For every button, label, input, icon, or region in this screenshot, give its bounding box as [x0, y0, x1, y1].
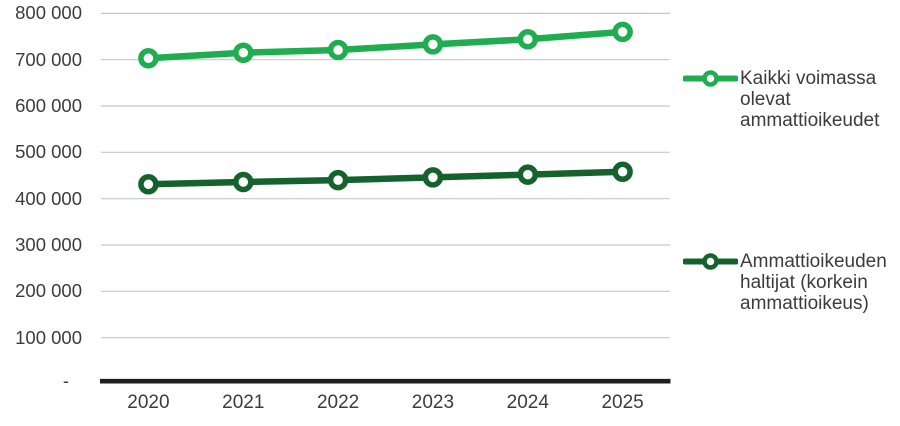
data-point: [517, 29, 539, 50]
legend-item-kaikki-voimassa: Kaikki voimassa olevat ammattioikeudet: [683, 68, 898, 131]
data-point: [327, 39, 349, 61]
x-tick-label: 2021: [222, 392, 265, 413]
data-point: [233, 171, 254, 193]
y-tick-label: 800 000: [15, 2, 82, 24]
data-point: [138, 48, 159, 69]
data-point: [233, 42, 254, 63]
series-line: [145, 168, 626, 188]
y-tick-label: -: [62, 370, 69, 391]
data-point: [138, 174, 159, 195]
y-tick-label: 200 000: [15, 280, 82, 302]
series-line: [145, 28, 626, 62]
legend-point: [702, 70, 719, 87]
line-marker-icon: [683, 253, 738, 270]
legend-point: [702, 253, 719, 270]
data-point: [327, 169, 349, 191]
x-tick-label: 2024: [506, 392, 549, 413]
y-tick-label: 500 000: [15, 141, 82, 163]
legend-item-ammattioikeuden-haltijat: Ammattioikeuden haltijat (korkein ammatt…: [683, 251, 898, 314]
x-tick-label: 2022: [316, 392, 360, 413]
line-marker-icon: [683, 70, 738, 87]
x-tick-label: 2023: [411, 392, 455, 413]
x-tick-label: 2020: [127, 392, 170, 413]
y-tick-label: 600 000: [15, 95, 82, 116]
data-point: [612, 21, 633, 43]
data-point: [517, 164, 539, 185]
legend-label: Ammattioikeuden haltijat (korkein ammatt…: [740, 251, 887, 314]
data-point: [422, 34, 444, 55]
x-tick-label: 2025: [601, 392, 644, 413]
y-tick-label: 300 000: [15, 234, 82, 255]
data-point: [612, 161, 633, 183]
y-tick-label: 700 000: [15, 48, 82, 70]
y-tick-label: 100 000: [15, 326, 82, 348]
y-tick-label: 400 000: [15, 187, 82, 209]
data-point: [422, 167, 444, 188]
legend-label: Kaikki voimassa olevat ammattioikeudet: [740, 68, 880, 131]
